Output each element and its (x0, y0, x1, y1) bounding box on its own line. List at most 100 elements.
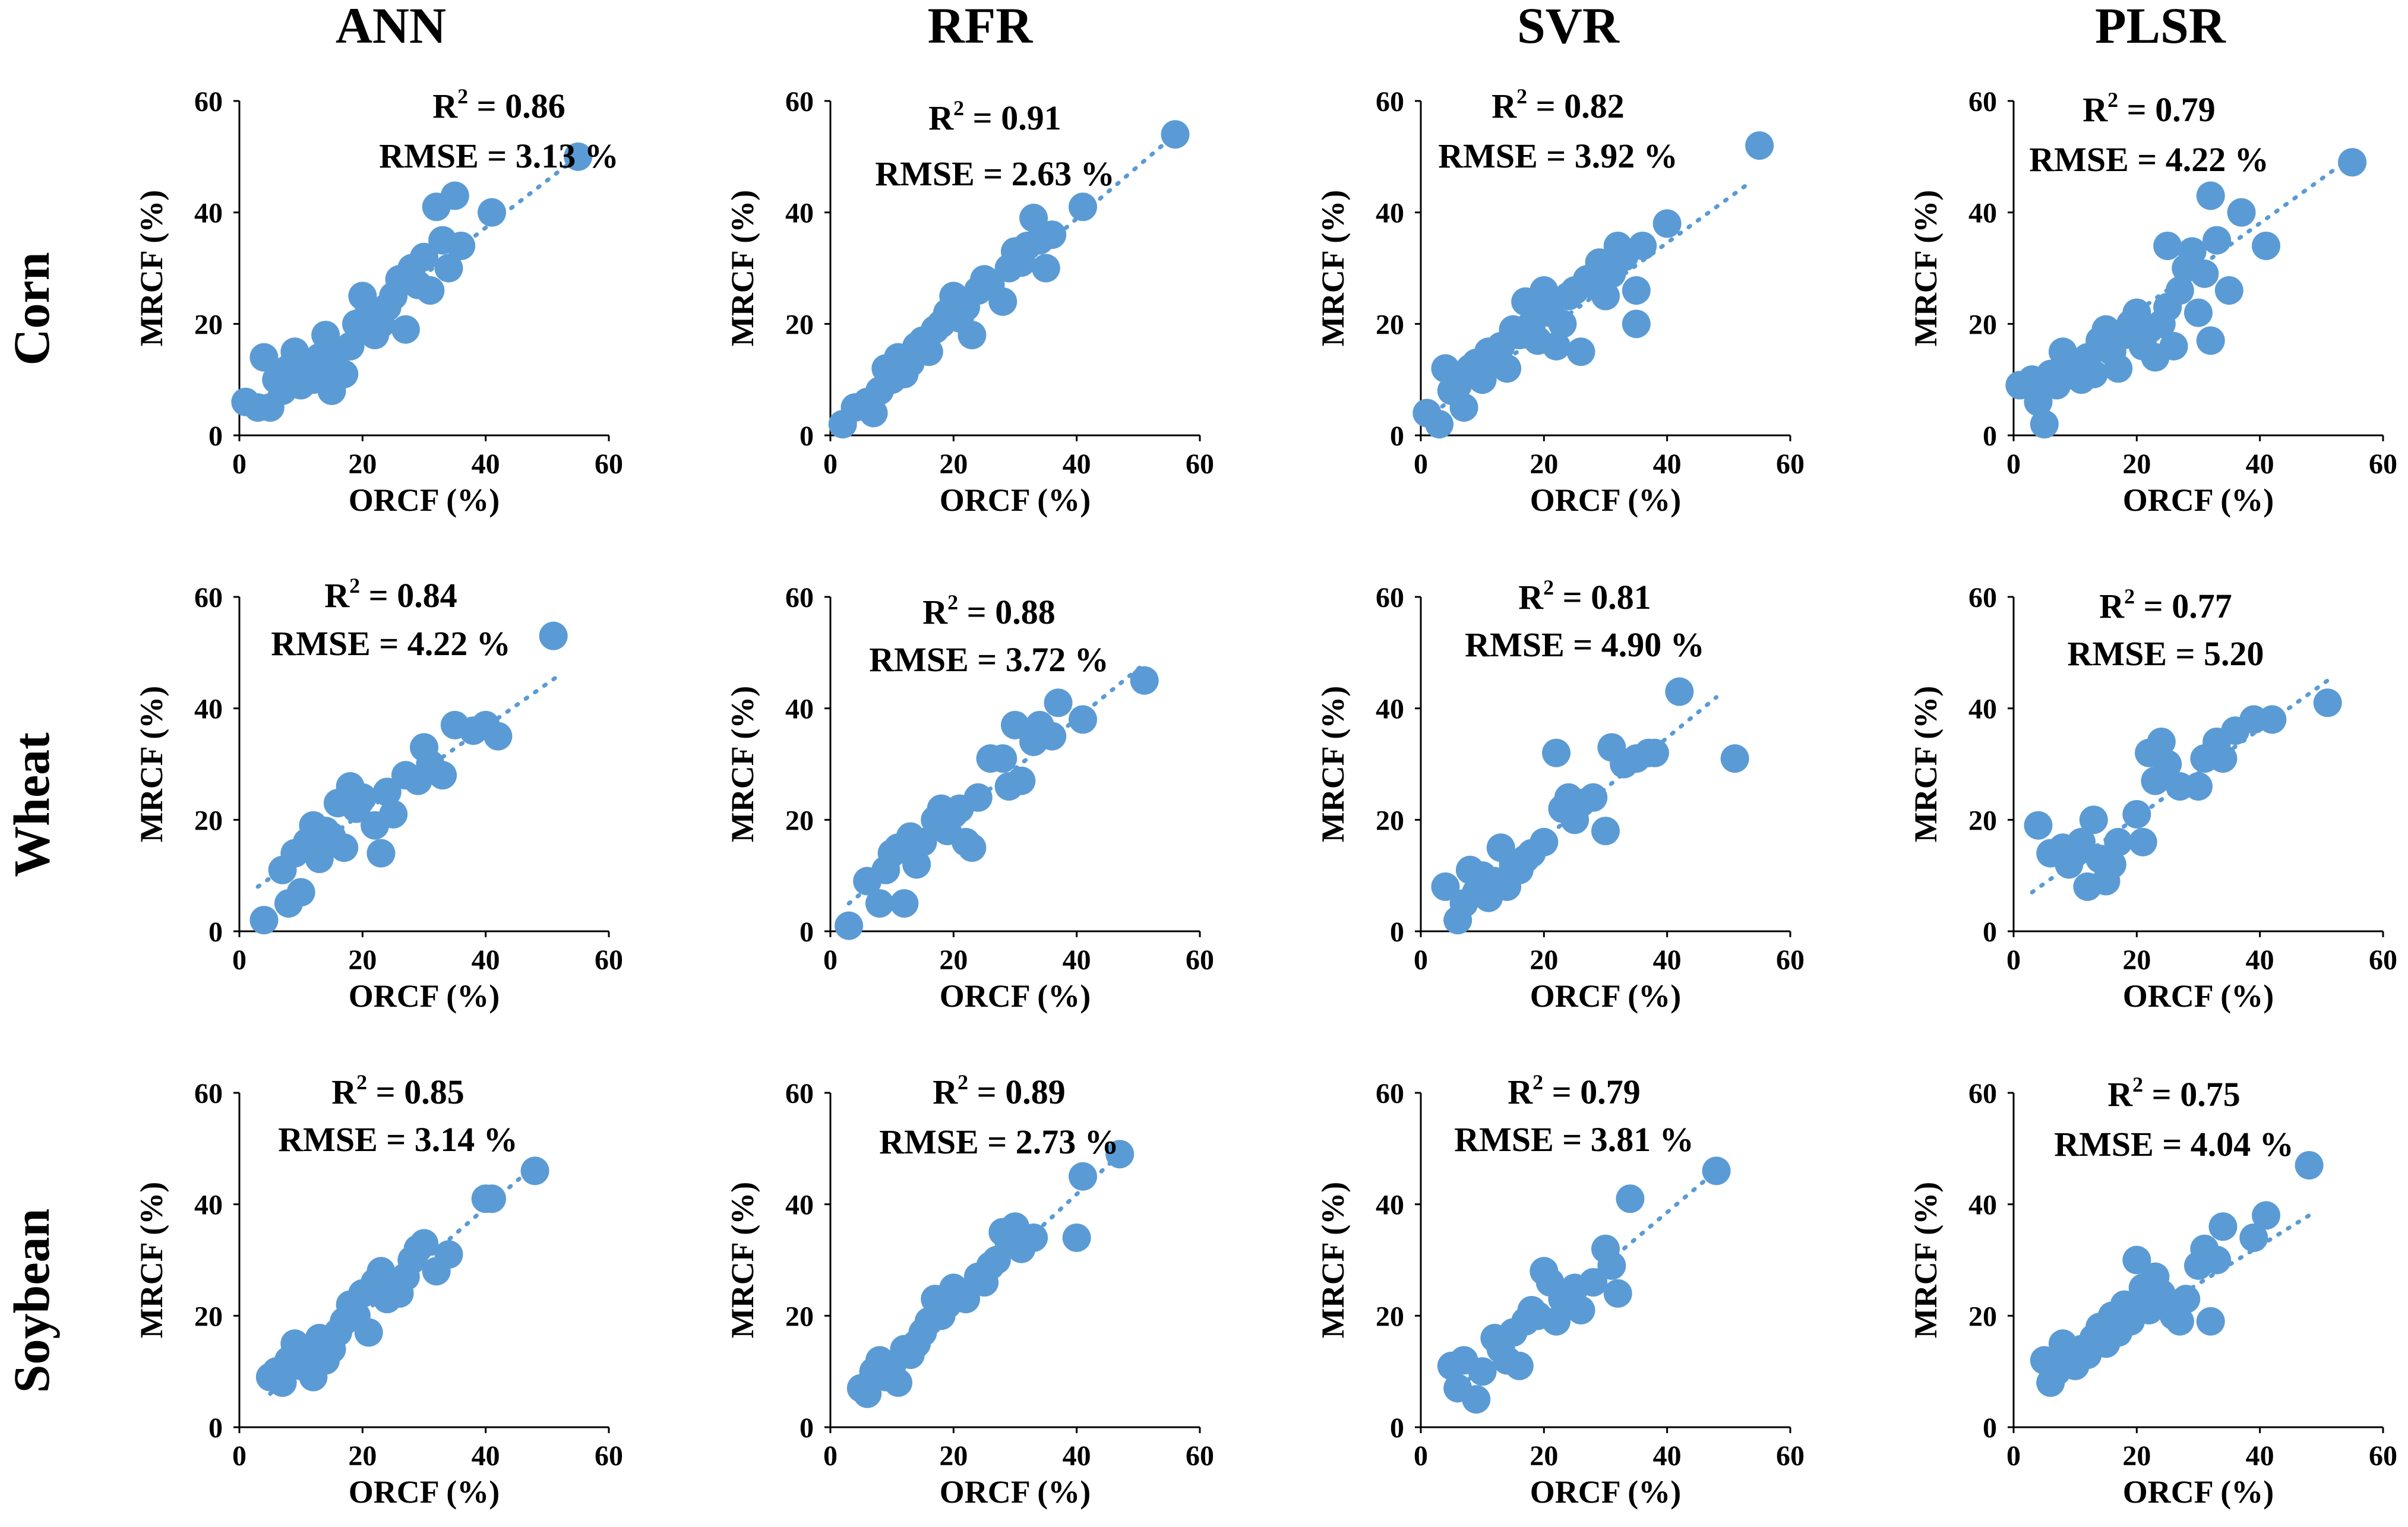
data-point (2252, 231, 2281, 260)
y-tick-label: 60 (785, 1078, 814, 1109)
y-tick-label: 40 (1968, 694, 1997, 725)
r-squared-label: R2 = 0.84 (324, 574, 457, 615)
r-squared-label: R2 = 0.91 (928, 96, 1061, 137)
x-tick-label: 20 (2122, 944, 2151, 976)
x-tick-label: 40 (472, 1440, 500, 1472)
data-point (564, 142, 593, 171)
data-point (1493, 354, 1522, 383)
x-tick-label: 40 (472, 944, 500, 976)
x-axis-label: ORCF (%) (1530, 1474, 1681, 1510)
data-point (957, 321, 987, 350)
y-tick-label: 60 (194, 1078, 223, 1109)
data-point (286, 878, 315, 907)
r-squared-label: R2 = 0.77 (2099, 584, 2232, 625)
y-tick-label: 60 (194, 86, 223, 118)
data-point (2147, 727, 2176, 756)
y-axis-label: MRCF (%) (1315, 1182, 1351, 1338)
rmse-label: RMSE = 5.20 (2067, 634, 2264, 673)
y-axis-label: MRCF (%) (725, 190, 760, 346)
y-tick-label: 0 (1983, 1412, 1997, 1444)
x-tick-label: 0 (823, 944, 838, 976)
data-point (1591, 817, 1620, 846)
y-tick-label: 0 (208, 916, 223, 948)
x-tick-label: 40 (2246, 944, 2274, 976)
y-tick-label: 40 (194, 1190, 223, 1221)
data-point (1069, 192, 1098, 222)
y-axis-label: MRCF (%) (134, 686, 169, 842)
x-axis-label: ORCF (%) (940, 1474, 1091, 1510)
data-point (1616, 1184, 1645, 1213)
data-point (330, 359, 359, 388)
data-point (2196, 1307, 2225, 1336)
x-axis-label: ORCF (%) (940, 978, 1091, 1014)
y-tick-label: 0 (1390, 421, 1404, 452)
data-point (1007, 766, 1036, 795)
rmse-label: RMSE = 4.22 % (271, 624, 511, 663)
data-point (447, 231, 476, 260)
data-point (1425, 410, 1454, 439)
y-tick-label: 60 (1376, 1078, 1404, 1109)
x-tick-label: 40 (1653, 448, 1682, 480)
r-squared-label: R2 = 0.85 (331, 1070, 464, 1111)
y-tick-label: 0 (1390, 916, 1404, 948)
data-point (440, 181, 469, 210)
data-point (2104, 827, 2133, 856)
data-point (2252, 1201, 2281, 1230)
data-point (2196, 181, 2225, 210)
x-tick-label: 40 (1063, 944, 1091, 976)
data-point (434, 1240, 463, 1269)
x-tick-label: 60 (1186, 944, 1214, 976)
data-point (2165, 276, 2194, 305)
row-header-wheat: Wheat (3, 732, 60, 877)
data-point (1548, 309, 1577, 339)
x-tick-label: 0 (1414, 1440, 1428, 1472)
data-point (1069, 705, 1098, 734)
data-point (366, 839, 396, 868)
data-point (1530, 276, 1559, 305)
data-point (416, 276, 445, 305)
data-point (484, 722, 513, 751)
y-tick-label: 60 (1968, 582, 1997, 614)
data-point (835, 911, 864, 940)
r-squared-label: R2 = 0.86 (432, 84, 565, 125)
y-tick-label: 20 (1968, 805, 1997, 836)
data-point (952, 1285, 981, 1314)
x-tick-label: 20 (939, 944, 968, 976)
rmse-label: RMSE = 2.73 % (879, 1123, 1119, 1161)
y-tick-label: 40 (1968, 1190, 1997, 1221)
x-tick-label: 60 (595, 448, 623, 480)
y-tick-label: 0 (1983, 421, 1997, 452)
panel-corn-rfr: 0 20 40 60 0 20 40 60 ORCF (%) MRCF (%) R2 = 0.91 R… (725, 86, 1214, 518)
data-point (2202, 226, 2232, 255)
x-tick-label: 40 (1063, 1440, 1091, 1472)
data-point (2202, 1245, 2232, 1275)
x-tick-label: 60 (1186, 1440, 1214, 1472)
data-point (2122, 1245, 2151, 1275)
trend-line (2017, 154, 2355, 399)
x-tick-label: 0 (2006, 448, 2021, 480)
y-tick-label: 40 (1376, 198, 1404, 229)
trend-line (846, 662, 1147, 906)
data-point (2295, 1150, 2324, 1180)
data-point (2153, 231, 2182, 260)
x-tick-label: 20 (2122, 448, 2151, 480)
data-point (2024, 811, 2053, 840)
data-point (2178, 237, 2207, 266)
data-point (1622, 276, 1651, 305)
rmse-label: RMSE = 2.63 % (875, 154, 1115, 193)
data-point (1579, 1268, 1608, 1297)
data-point (1603, 1279, 1632, 1308)
rmse-label: RMSE = 3.14 % (278, 1120, 518, 1159)
x-tick-label: 0 (1414, 944, 1428, 976)
data-point (1640, 738, 1669, 767)
y-axis-label: MRCF (%) (1315, 190, 1351, 346)
data-point (391, 315, 420, 344)
data-point (2196, 326, 2225, 355)
y-axis-label: MRCF (%) (1315, 686, 1351, 842)
data-point (330, 833, 359, 862)
x-tick-label: 20 (939, 448, 968, 480)
trend-line (268, 1163, 538, 1396)
data-point (1044, 688, 1073, 717)
data-point (1566, 1295, 1595, 1324)
